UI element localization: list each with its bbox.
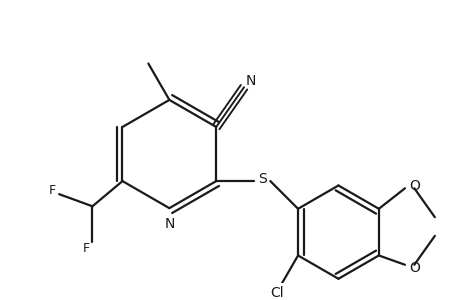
- Text: N: N: [164, 218, 174, 232]
- Text: S: S: [258, 172, 267, 186]
- Text: F: F: [49, 184, 56, 197]
- Text: O: O: [408, 261, 419, 274]
- Text: Cl: Cl: [269, 286, 283, 300]
- Text: F: F: [82, 242, 90, 255]
- Text: N: N: [245, 74, 255, 88]
- Text: O: O: [408, 179, 419, 194]
